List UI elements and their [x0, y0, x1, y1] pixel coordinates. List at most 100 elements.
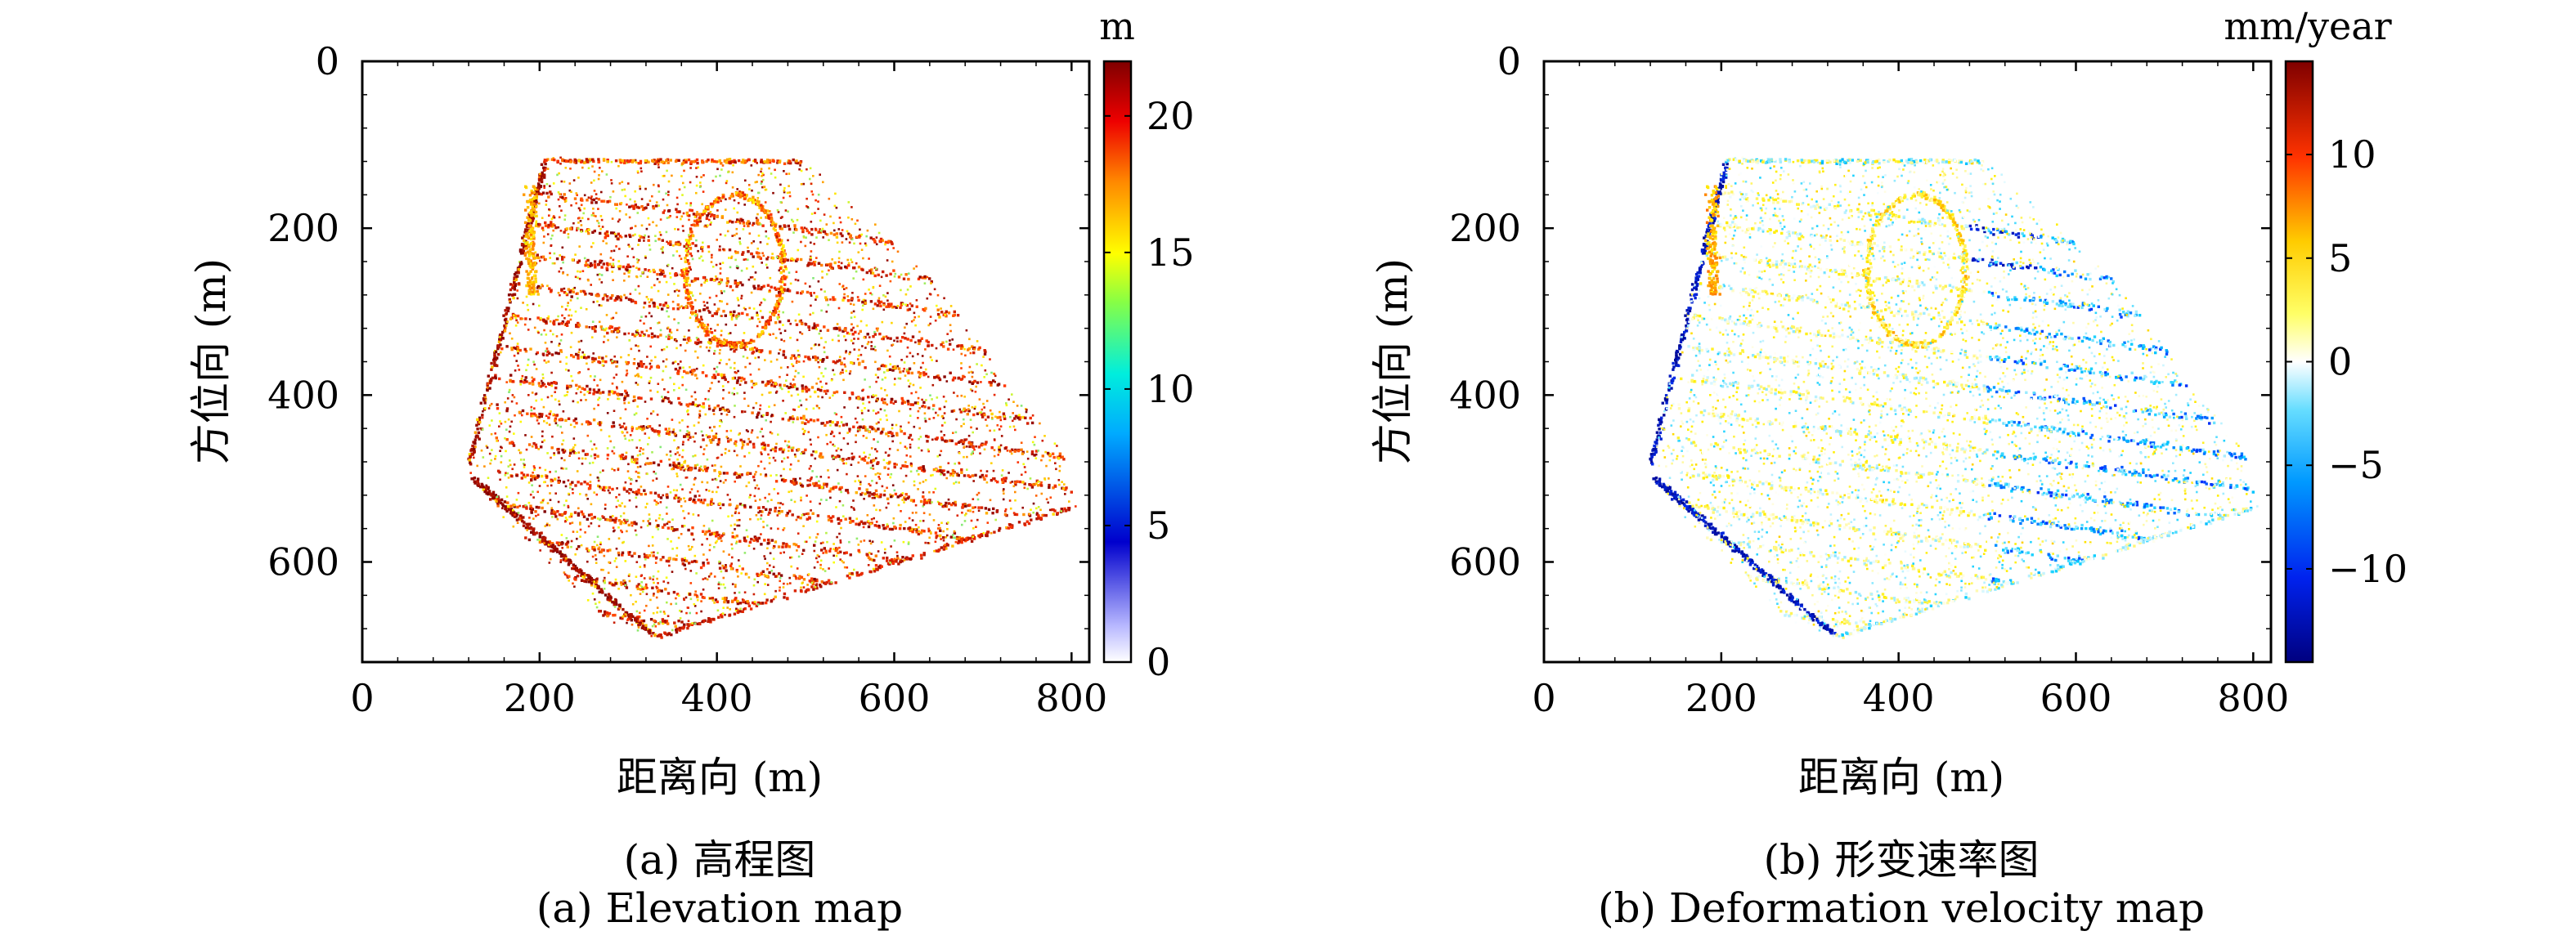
scatter-point [832, 391, 836, 395]
scatter-point [769, 508, 771, 512]
scatter-point [979, 475, 982, 479]
scatter-point [545, 347, 549, 350]
scatter-point [794, 319, 797, 322]
scatter-point [635, 575, 638, 578]
scatter-point [545, 350, 547, 352]
scatter-point [1016, 449, 1021, 453]
scatter-point [702, 174, 705, 177]
scatter-point [850, 392, 854, 395]
scatter-point [950, 503, 954, 507]
scatter-point [496, 504, 500, 508]
scatter-point [521, 252, 524, 255]
scatter-point [573, 585, 576, 588]
scatter-point [735, 504, 739, 508]
scatter-point [789, 337, 792, 339]
scatter-point [778, 239, 781, 242]
scatter-point [704, 333, 707, 338]
scatter-point [993, 454, 996, 458]
scatter-point [693, 554, 697, 557]
scatter-point [731, 195, 734, 198]
scatter-point [562, 468, 565, 470]
scatter-point [871, 493, 874, 496]
scatter-point [624, 235, 627, 238]
scatter-point [539, 385, 543, 388]
scatter-point [1009, 525, 1013, 529]
scatter-point [627, 182, 630, 185]
scatter-point [838, 499, 841, 503]
scatter-point [890, 302, 893, 306]
scatter-point [617, 499, 619, 502]
scatter-point [844, 338, 847, 342]
scatter-point [503, 500, 507, 504]
scatter-point [686, 298, 690, 301]
scatter-point [562, 481, 566, 484]
scatter-point [597, 198, 601, 201]
scatter-point [621, 551, 625, 554]
scatter-point [968, 475, 972, 478]
scatter-point [924, 348, 927, 351]
scatter-point [575, 569, 578, 572]
scatter-point [628, 339, 631, 342]
scatter-point [538, 179, 541, 182]
scatter-point [599, 259, 602, 262]
scatter-point [642, 619, 646, 623]
scatter-point [761, 510, 764, 513]
scatter-point [743, 332, 746, 334]
scatter-point [572, 290, 575, 293]
scatter-point [645, 604, 648, 607]
scatter-point [924, 541, 927, 544]
scatter-point [520, 243, 524, 246]
scatter-point [604, 517, 608, 521]
scatter-point [538, 176, 541, 179]
scatter-point [572, 419, 576, 423]
scatter-point [655, 204, 658, 208]
scatter-point [779, 586, 781, 589]
scatter-point [734, 609, 738, 612]
scatter-point [796, 417, 799, 421]
scatter-point [702, 301, 706, 303]
scatter-point [521, 236, 524, 239]
scatter-point [837, 551, 840, 554]
scatter-point [623, 505, 626, 508]
scatter-point [1003, 446, 1007, 450]
scatter-point [815, 484, 819, 487]
scatter-point [855, 574, 859, 577]
scatter-point [1001, 469, 1004, 472]
scatter-point [509, 441, 512, 445]
scatter-point [770, 499, 773, 501]
scatter-point [527, 213, 531, 216]
scatter-point [520, 477, 523, 480]
scatter-point [828, 582, 832, 585]
scatter-point [810, 190, 813, 193]
scatter-point [495, 436, 498, 440]
scatter-point [523, 234, 526, 238]
scatter-point [491, 493, 495, 496]
scatter-point [516, 321, 519, 324]
scatter-point [873, 438, 875, 441]
scatter-point [539, 185, 542, 189]
scatter-point [550, 221, 553, 224]
scatter-point [987, 508, 991, 512]
scatter-point [708, 544, 711, 547]
scatter-point [832, 360, 835, 364]
scatter-point [506, 320, 509, 324]
scatter-point [580, 569, 583, 573]
scatter-point [694, 319, 698, 323]
scatter-point [509, 283, 513, 286]
scatter-point [602, 262, 605, 266]
scatter-point [800, 416, 803, 420]
scatter-point [699, 341, 702, 344]
scatter-point [634, 529, 637, 532]
scatter-point [846, 331, 850, 335]
scatter-point [637, 362, 640, 365]
scatter-point [611, 583, 615, 587]
scatter-point [909, 351, 912, 355]
scatter-point [940, 504, 943, 506]
scatter-point [662, 397, 666, 401]
scatter-point [546, 168, 550, 170]
scatter-point [869, 570, 873, 574]
scatter-point [611, 487, 614, 491]
scatter-point [831, 454, 834, 458]
scatter-point [550, 478, 553, 481]
scatter-point [747, 430, 749, 433]
